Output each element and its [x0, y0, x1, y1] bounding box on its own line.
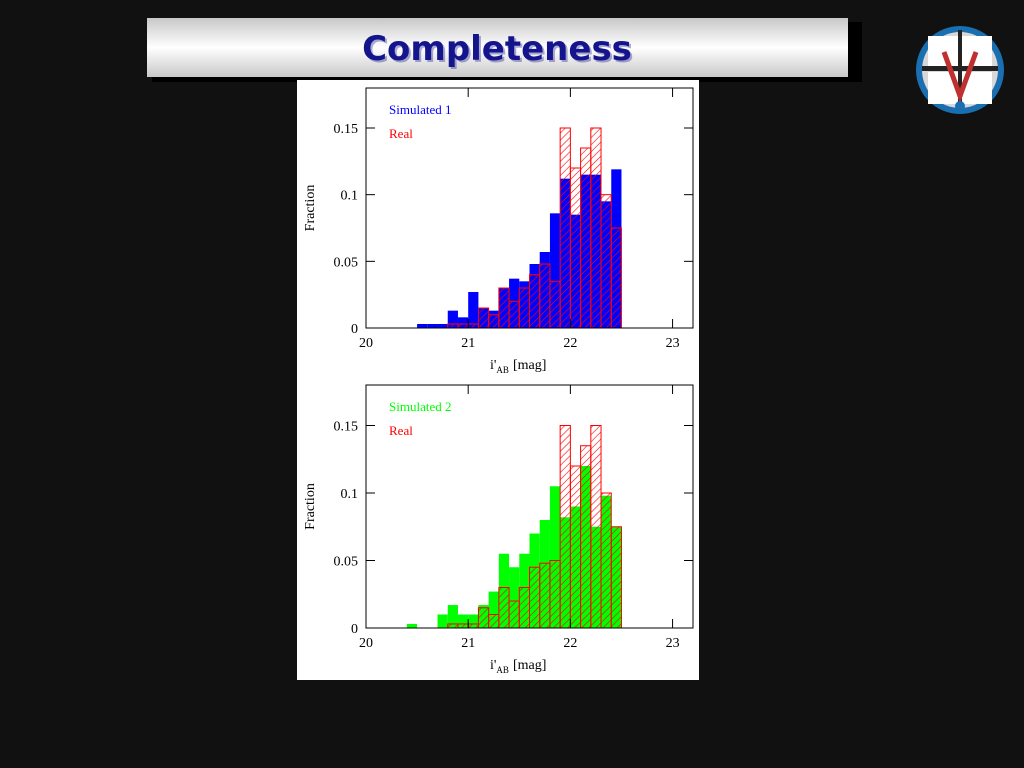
- logo: [916, 26, 1004, 114]
- hist-bar: [580, 147, 592, 329]
- histogram-chart: Simulated 1 Real 0 0.05 0.1 0.15 20 21 22 23 Fract…: [303, 87, 694, 375]
- hist-bar: [539, 263, 551, 329]
- title-bar: [147, 18, 848, 77]
- x-tick-label: 21: [461, 636, 475, 651]
- hist-bar: [437, 324, 448, 328]
- hist-bar: [498, 587, 510, 629]
- hist-bar: [549, 280, 561, 329]
- x-tick-label: 20: [359, 636, 373, 651]
- x-tick-label: 22: [563, 336, 577, 351]
- y-tick-label: 0.05: [334, 255, 359, 270]
- hist-bar: [467, 623, 479, 629]
- hist-bar: [518, 587, 530, 629]
- hist-bar: [559, 425, 571, 629]
- hist-bar: [467, 323, 479, 329]
- hist-bar: [488, 314, 500, 329]
- x-label-sub: AB: [496, 365, 509, 375]
- x-label-unit: [mag]: [513, 658, 546, 673]
- y-tick-label: 0.1: [341, 487, 359, 502]
- charts: Simulated 1 Real 0 0.05 0.1 0.15 20 21 22 23 Fract…: [303, 87, 694, 675]
- hist-bar: [610, 526, 622, 629]
- hist-bar: [488, 591, 499, 628]
- hist-bar: [457, 323, 469, 329]
- y-axis-label: Fraction: [303, 483, 318, 530]
- y-axis-label: Fraction: [303, 185, 318, 232]
- hist-bar: [508, 300, 520, 329]
- hist-bar: [529, 274, 541, 329]
- y-tick-label: 0: [351, 322, 358, 337]
- hist-bar: [539, 562, 551, 629]
- legend-entry: Simulated 2: [389, 399, 451, 414]
- hist-bar: [457, 317, 469, 328]
- title-shadow-text: Completeness: [364, 31, 634, 71]
- histogram-chart: Simulated 2 Real 0 0.05 0.1 0.15 20 21 22 23 Fract…: [303, 384, 694, 675]
- hist-bar: [488, 614, 500, 629]
- legend-entry: Real: [389, 126, 413, 141]
- legend-entry: Simulated 1: [389, 102, 451, 117]
- plot-frame: [365, 384, 694, 629]
- hist-bar: [406, 623, 418, 628]
- hist-bar: [590, 127, 602, 329]
- hist-bar: [580, 445, 592, 629]
- figure-panel: [297, 80, 699, 680]
- hist-bar: [457, 614, 469, 628]
- x-tick-label: 22: [563, 636, 577, 651]
- hist-bar: [600, 194, 612, 329]
- hist-bar: [590, 425, 602, 629]
- hist-bar: [549, 560, 561, 629]
- x-label-main: i': [490, 358, 496, 373]
- y-tick-label: 0.05: [334, 555, 359, 570]
- y-tick-label: 0.1: [341, 189, 359, 204]
- hist-bar: [569, 167, 582, 329]
- x-label-sub: AB: [496, 665, 509, 675]
- hist-bar: [509, 567, 520, 628]
- plot-frame: [365, 87, 694, 329]
- hist-bar: [447, 323, 459, 329]
- hist-bar: [447, 623, 459, 629]
- hist-bar: [559, 127, 571, 329]
- hist-bar: [427, 324, 438, 328]
- y-tick-label: 0.15: [334, 420, 359, 435]
- x-tick-label: 23: [666, 636, 680, 651]
- x-tick-label: 23: [666, 336, 680, 351]
- hist-bar: [447, 310, 458, 328]
- slide-title: Completeness: [362, 29, 632, 69]
- hist-bar: [498, 287, 510, 329]
- hist-bar: [468, 614, 479, 628]
- hist-bar: [600, 492, 612, 629]
- hist-bar: [610, 227, 622, 329]
- y-tick-label: 0: [351, 622, 358, 637]
- hist-bar: [549, 486, 561, 628]
- hist-bar: [529, 566, 541, 629]
- x-axis-label: i'AB [mag]: [490, 358, 546, 375]
- x-label-main: i': [490, 658, 496, 673]
- x-tick-label: 21: [461, 336, 475, 351]
- hist-bar: [477, 607, 490, 629]
- hist-bar: [508, 600, 520, 629]
- hist-bar: [417, 324, 428, 328]
- hist-bar: [437, 614, 448, 628]
- hist-bar: [457, 623, 469, 629]
- legend-entry: Real: [389, 423, 413, 438]
- hist-bar: [468, 292, 479, 328]
- hist-bar: [569, 465, 582, 629]
- hist-bar: [477, 307, 490, 329]
- x-axis-label: i'AB [mag]: [490, 658, 546, 675]
- hist-bar: [549, 213, 561, 328]
- x-tick-label: 20: [359, 336, 373, 351]
- x-label-unit: [mag]: [513, 358, 546, 373]
- y-tick-label: 0.15: [334, 122, 359, 137]
- hist-bar: [518, 287, 530, 329]
- hist-bar: [447, 605, 458, 628]
